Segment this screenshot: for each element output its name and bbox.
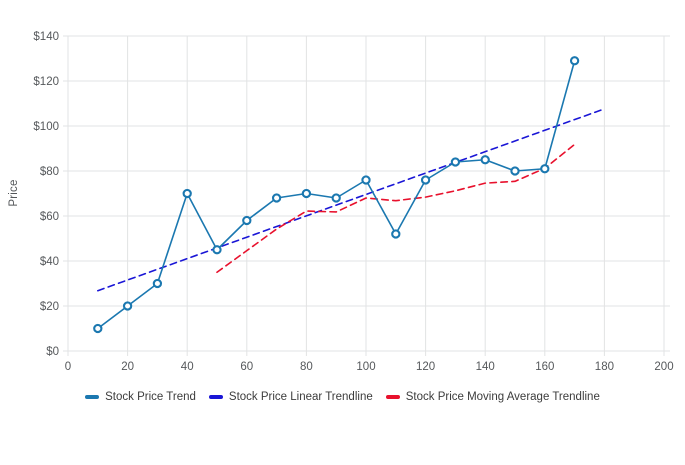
- data-point-marker[interactable]: [93, 323, 103, 334]
- y-axis-title: Price: [8, 179, 20, 207]
- y-tick-label: $100: [33, 121, 59, 133]
- x-tick-label: 80: [300, 361, 313, 373]
- legend-label: Stock Price Trend: [105, 391, 196, 403]
- series-line-1[interactable]: [97, 108, 606, 292]
- x-tick-label: 20: [121, 361, 134, 373]
- legend-label: Stock Price Linear Trendline: [228, 391, 373, 403]
- data-point-marker[interactable]: [182, 188, 192, 199]
- data-point-marker[interactable]: [420, 175, 431, 185]
- y-tick-label: $60: [40, 211, 59, 223]
- legend-item-stock-price-trend[interactable]: Stock Price Trend: [85, 391, 196, 403]
- data-point-marker[interactable]: [152, 278, 163, 289]
- x-tick-label: 100: [356, 361, 375, 373]
- legend-item-moving-average-trendline[interactable]: Stock Price Moving Average Trendline: [385, 391, 600, 403]
- y-tick-label: $140: [33, 31, 59, 43]
- legend-swatch-line-icon: [385, 395, 400, 399]
- chart-legend: Stock Price Trend Stock Price Linear Tre…: [0, 391, 685, 403]
- x-tick-label: 120: [416, 361, 435, 373]
- y-tick-label: $120: [33, 76, 59, 88]
- legend-swatch-line-icon: [85, 395, 100, 399]
- data-point-marker[interactable]: [212, 245, 222, 255]
- data-point-marker[interactable]: [569, 56, 580, 66]
- x-tick-label: 160: [535, 361, 554, 373]
- x-tick-label: 140: [476, 361, 495, 373]
- y-tick-label: $80: [40, 166, 59, 178]
- x-tick-label: 60: [240, 361, 253, 373]
- x-tick-label: 180: [595, 361, 614, 373]
- data-point-marker[interactable]: [271, 193, 282, 203]
- data-point-marker[interactable]: [301, 188, 312, 199]
- x-tick-label: 40: [181, 361, 194, 373]
- legend-item-linear-trendline[interactable]: Stock Price Linear Trendline: [208, 391, 373, 403]
- data-point-marker[interactable]: [480, 155, 490, 165]
- y-tick-label: $0: [46, 346, 59, 358]
- legend-swatch-line-icon: [208, 395, 223, 399]
- series-line-2[interactable]: [216, 143, 576, 274]
- data-point-marker[interactable]: [122, 301, 133, 311]
- data-point-marker[interactable]: [391, 229, 401, 239]
- data-point-marker[interactable]: [331, 193, 341, 203]
- y-tick-label: $20: [40, 301, 59, 313]
- x-tick-label: 0: [65, 361, 71, 373]
- x-tick-label: 200: [654, 361, 673, 373]
- y-tick-label: $40: [40, 256, 59, 268]
- data-point-marker[interactable]: [242, 215, 252, 226]
- legend-label: Stock Price Moving Average Trendline: [405, 391, 600, 403]
- data-point-marker[interactable]: [540, 164, 550, 174]
- data-point-marker[interactable]: [510, 166, 520, 176]
- data-point-marker[interactable]: [450, 157, 461, 167]
- data-point-marker[interactable]: [361, 175, 371, 185]
